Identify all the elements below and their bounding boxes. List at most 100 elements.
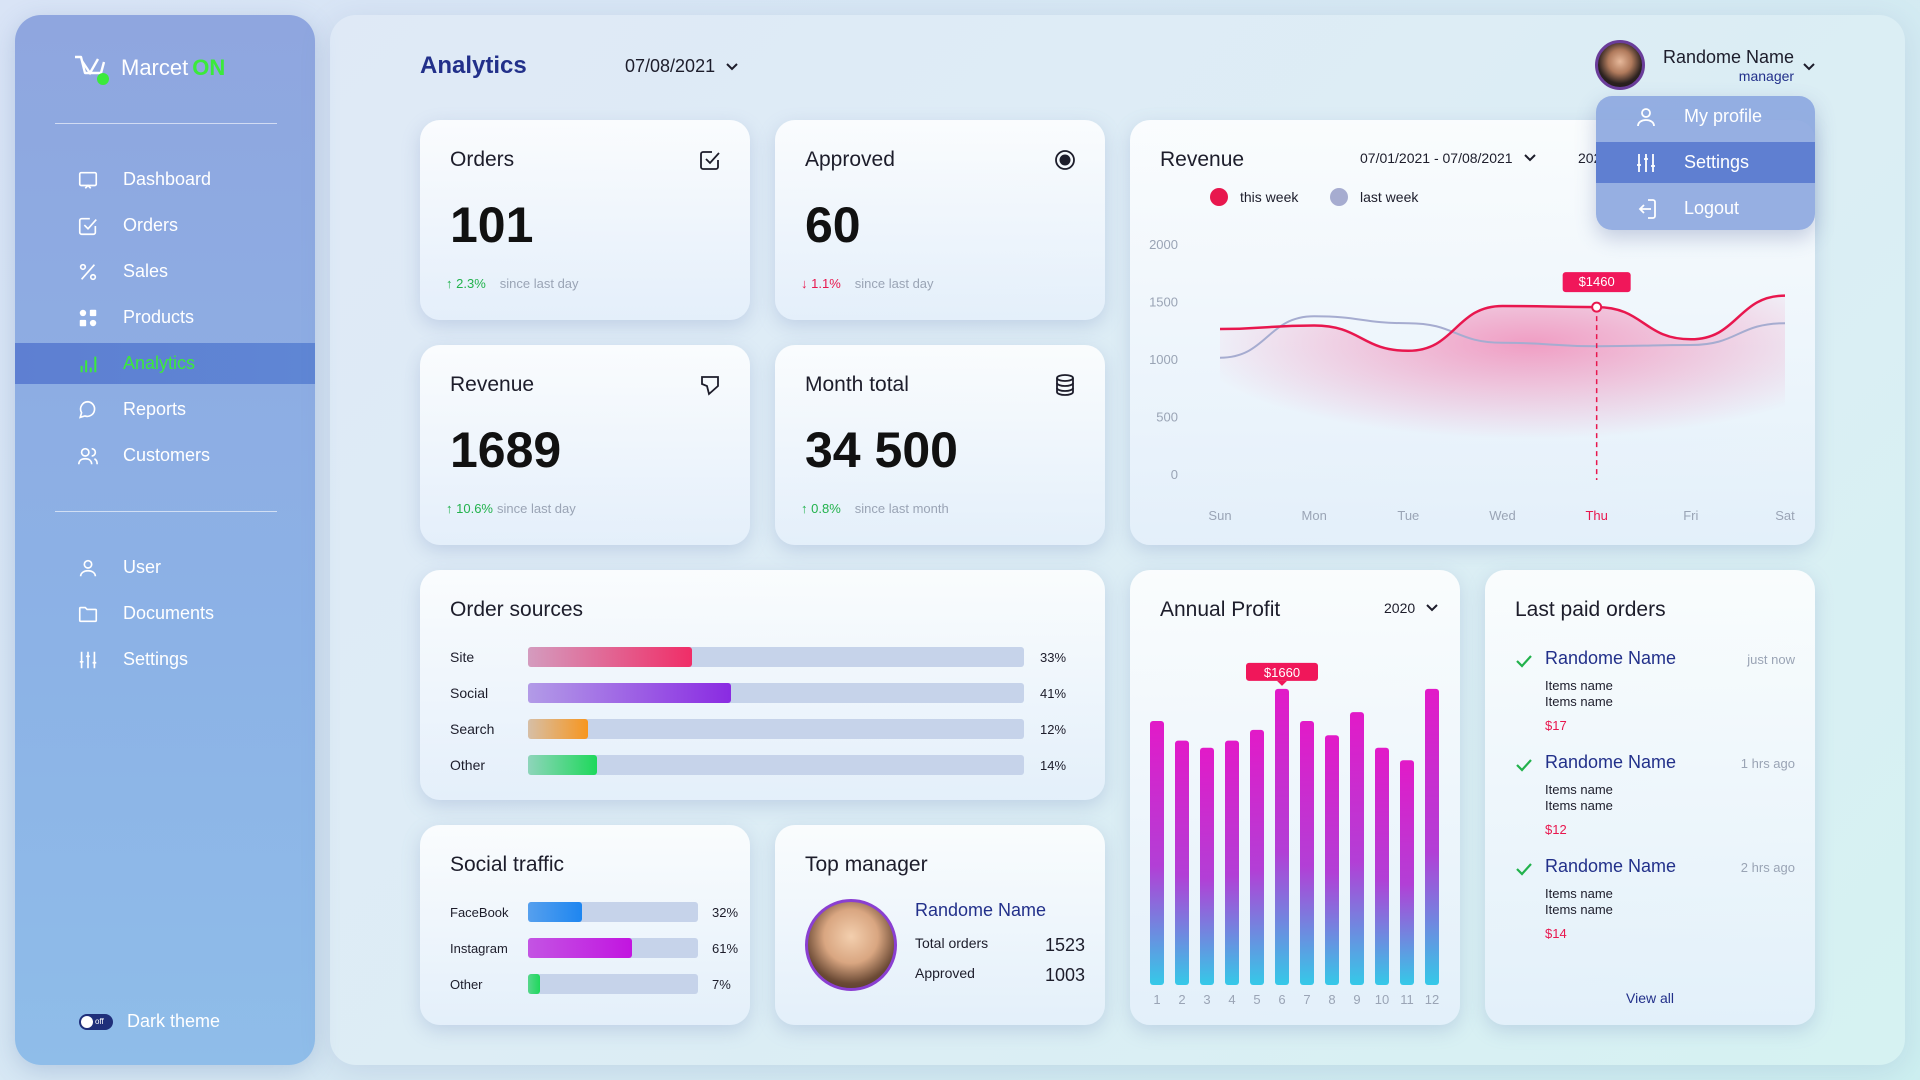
profit-bar[interactable] [1325, 735, 1339, 985]
legend-label: this week [1240, 189, 1299, 205]
order-customer: Randome Name [1545, 752, 1677, 772]
divider [55, 123, 277, 124]
x-tick-label: 1 [1153, 992, 1160, 1007]
user-icon [1637, 107, 1655, 126]
range-value: 07/01/2021 - 07/08/2021 [1360, 150, 1513, 166]
checkbox-icon [700, 151, 720, 170]
profit-bar[interactable] [1200, 747, 1214, 985]
x-tick-label: 6 [1278, 992, 1285, 1007]
highlight-tooltip-label: $1460 [1579, 274, 1615, 289]
profit-bar[interactable] [1300, 721, 1314, 985]
check-icon [1516, 655, 1532, 668]
order-price: $14 [1545, 926, 1567, 941]
revenue-range-selector[interactable]: 07/01/2021 - 07/08/2021 [1360, 150, 1537, 166]
chevron-down-icon [1426, 604, 1438, 612]
source-fill [528, 647, 692, 667]
sidebar-item-products[interactable]: Products [15, 297, 315, 338]
delta-value: ↓ 1.1% [801, 276, 841, 291]
user-profile[interactable]: Randome Name manager [1595, 40, 1816, 90]
x-tick-label: 5 [1253, 992, 1260, 1007]
sidebar-item-dashboard[interactable]: Dashboard [15, 159, 315, 200]
legend-last-week: last week [1330, 188, 1418, 206]
x-tick-label: Sat [1775, 508, 1795, 523]
source-label: Social [450, 685, 489, 701]
profit-bar[interactable] [1425, 688, 1439, 985]
card-title: Revenue [1160, 148, 1245, 171]
menu-item-logout[interactable]: Logout [1596, 188, 1815, 229]
social-traffic-card: Social traffic FaceBook 32% Instagram 61% Ot… [420, 825, 750, 1025]
date-selector[interactable]: 07/08/2021 [625, 56, 739, 77]
brand-suffix: ON [192, 55, 226, 80]
user-dropdown-menu: My profile Settings Logout [1596, 96, 1815, 230]
sidebar-item-label: Settings [123, 649, 189, 669]
chevron-down-icon [1803, 63, 1815, 71]
sidebar-item-customers[interactable]: Customers [15, 435, 315, 476]
order-time: just now [1747, 652, 1795, 667]
highlight-point[interactable] [1591, 301, 1603, 313]
sidebar-item-user[interactable]: User [15, 547, 315, 588]
traffic-fill [528, 938, 632, 958]
traffic-label: FaceBook [450, 904, 509, 920]
radio-icon [1055, 150, 1075, 170]
sidebar-item-analytics[interactable]: Analytics [15, 343, 315, 384]
legend-label: last week [1360, 189, 1419, 205]
profit-bar[interactable] [1175, 740, 1189, 985]
x-tick-label: Sun [1208, 508, 1231, 523]
order-time: 2 hrs ago [1740, 860, 1795, 875]
delta-value: ↑ 0.8% [801, 501, 841, 516]
profit-bar[interactable] [1150, 721, 1164, 985]
source-label: Site [450, 649, 475, 665]
divider [55, 511, 277, 512]
brand-logo[interactable]: Marcet ON [73, 53, 226, 85]
sidebar-item-label: Sales [123, 261, 169, 281]
line-last-week [1219, 315, 1786, 359]
manager-photo [805, 899, 897, 991]
order-price: $12 [1545, 822, 1567, 837]
view-all-link[interactable]: View all [1626, 990, 1674, 1006]
order-item-name: Items name [1545, 902, 1613, 917]
traffic-bar [528, 938, 698, 958]
card-title: Top manager [805, 853, 928, 876]
profit-bar[interactable] [1375, 747, 1389, 985]
x-tick-label: 10 [1375, 992, 1389, 1007]
menu-item-settings[interactable]: Settings [1596, 142, 1815, 183]
sidebar-item-reports[interactable]: Reports [15, 389, 315, 430]
source-pct: 41% [1040, 685, 1067, 701]
user-info: Randome Name manager [1663, 47, 1794, 84]
profit-bar[interactable] [1350, 712, 1364, 985]
profit-bar[interactable] [1225, 740, 1239, 985]
traffic-pct: 61% [712, 940, 739, 956]
sidebar-item-settings[interactable]: Settings [15, 639, 315, 680]
sidebar-item-label: Products [123, 307, 195, 327]
stat-value: 34 500 [805, 422, 958, 478]
delta-value: ↑ 2.3% [446, 276, 486, 291]
source-fill [528, 683, 732, 703]
sidebar-item-orders[interactable]: Orders [15, 205, 315, 246]
orders-card: Orders 101 ↑ 2.3% since last day [420, 120, 750, 320]
profit-bar[interactable] [1275, 688, 1289, 985]
folder-icon [78, 606, 98, 622]
sidebar-item-sales[interactable]: Sales [15, 251, 315, 292]
sidebar-item-label: Analytics [123, 353, 196, 373]
order-customer: Randome Name [1545, 648, 1677, 668]
sidebar-item-documents[interactable]: Documents [15, 593, 315, 634]
order-customer: Randome Name [1545, 856, 1677, 876]
toggle-switch[interactable]: off [79, 1013, 113, 1030]
profit-bar[interactable] [1250, 729, 1264, 985]
traffic-fill [528, 974, 540, 994]
x-tick-label: 9 [1353, 992, 1360, 1007]
chevron-down-icon [726, 62, 738, 70]
card-title: Last paid orders [1515, 598, 1666, 621]
menu-item-my-profile[interactable]: My profile [1596, 96, 1815, 137]
last-paid-orders-card: Last paid orders Randome Name just now Ite… [1485, 570, 1815, 1025]
date-value: 07/08/2021 [625, 56, 716, 76]
dark-theme-toggle[interactable]: off Dark theme [79, 1011, 220, 1032]
tooltip-pointer [1277, 680, 1287, 686]
y-tick-label: 1000 [1149, 352, 1178, 367]
profit-bar[interactable] [1400, 760, 1414, 985]
sidebar-item-label: Reports [123, 399, 187, 419]
avatar [1595, 40, 1645, 90]
manager-name[interactable]: Randome Name [915, 900, 1047, 920]
year-selector[interactable]: 2020 [1384, 600, 1439, 616]
source-row: Other 14% [450, 755, 1066, 775]
